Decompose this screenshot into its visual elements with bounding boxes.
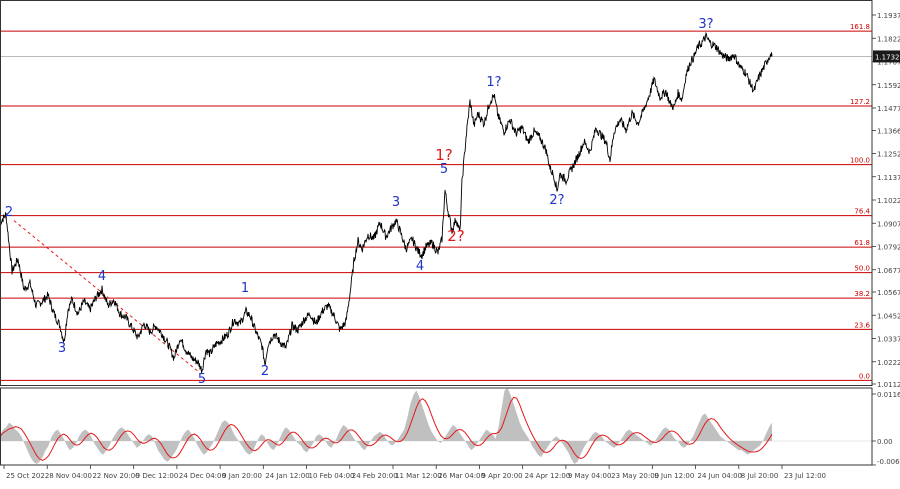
y-tick-label-6: 1.1252 xyxy=(877,151,900,159)
y-tick-label-4: 1.1477 xyxy=(877,105,900,113)
x-tick-label-9: 11 Mar 12:00 xyxy=(395,472,442,480)
x-tick-label-10: 26 Mar 04:00 xyxy=(438,472,485,480)
price-line xyxy=(0,31,773,374)
current-price-label: 1.1732 xyxy=(875,53,900,61)
x-tick-label-8: 24 Feb 20:00 xyxy=(352,472,398,480)
wave-label-8: 5 xyxy=(440,162,448,177)
x-tick-label-4: 24 Dec 04:00 xyxy=(179,472,226,480)
y-tick-label-12: 1.0567 xyxy=(877,289,900,297)
x-tick-label-5: 9 Jan 20:00 xyxy=(222,472,262,480)
oscillator-panel: 0.01168 0.00 -0.00635 xyxy=(0,388,900,466)
chart-frame xyxy=(0,0,873,466)
osc-tick-label-0: 0.01168 xyxy=(877,391,900,399)
y-tick-label-9: 1.0907 xyxy=(877,220,900,228)
x-tick-label-14: 23 May 20:00 xyxy=(611,472,659,480)
y-tick-label-10: 1.0792 xyxy=(877,244,900,252)
wave-label-10: 2? xyxy=(447,227,465,245)
fib-label-1: 127.2 xyxy=(850,98,870,106)
fib-label-0: 161.8 xyxy=(850,23,870,31)
fib-label-8: 0.0 xyxy=(859,372,870,380)
y-tick-label-7: 1.1137 xyxy=(877,174,900,182)
y-tick-label-15: 1.0222 xyxy=(877,359,900,367)
wave-label-2: 4 xyxy=(98,269,106,284)
y-tick-label-11: 1.0677 xyxy=(877,267,900,275)
y-tick-label-0: 1.1937 xyxy=(877,12,900,20)
wave-label-13: 3? xyxy=(698,17,713,32)
fib-label-3: 76.4 xyxy=(854,208,870,216)
y-tick-label-14: 1.0337 xyxy=(877,336,900,344)
y-tick-label-16: 1.0112 xyxy=(877,381,900,389)
y-tick-label-1: 1.1822 xyxy=(877,35,900,43)
x-tick-label-3: 9 Dec 12:00 xyxy=(136,472,179,480)
fib-label-5: 50.0 xyxy=(854,265,870,273)
x-tick-label-2: 22 Nov 20:00 xyxy=(92,472,139,480)
fib-label-4: 61.8 xyxy=(854,239,870,247)
osc-tick-label-2: -0.00635 xyxy=(877,458,900,466)
fib-label-6: 38.2 xyxy=(854,290,870,298)
time-axis: 25 Oct 2022 8 Nov 04:00 22 Nov 20:009 Dec … xyxy=(3,465,826,480)
fib-label-7: 23.6 xyxy=(854,321,870,329)
x-tick-label-13: 9 May 04:00 xyxy=(568,472,612,480)
trend-line xyxy=(13,220,199,372)
wave-label-12: 2? xyxy=(549,193,564,208)
y-tick-label-3: 1.1592 xyxy=(877,82,900,90)
wave-label-0: 2 xyxy=(5,205,13,220)
osc-signal-line xyxy=(0,396,773,461)
osc-tick-label-1: 0.00 xyxy=(877,438,893,446)
fibonacci-levels: 161.8 127.2 100.0 76.4 61.8 50.0 38.2 23.6 0.0 xyxy=(0,23,872,381)
x-tick-label-7: 10 Feb 04:00 xyxy=(309,472,355,480)
wave-label-9: 1? xyxy=(435,146,453,164)
osc-histogram xyxy=(0,388,772,464)
x-tick-label-18: 23 Jul 12:00 xyxy=(784,472,826,480)
x-tick-label-11: 9 Apr 20:00 xyxy=(481,472,522,480)
trend-dashed-line xyxy=(13,220,199,372)
x-tick-label-16: 24 Jun 04:00 xyxy=(698,472,742,480)
wave-label-5: 2 xyxy=(261,364,269,379)
x-tick-label-1: 8 Nov 04:00 xyxy=(49,472,92,480)
y-tick-label-13: 1.0452 xyxy=(877,312,900,320)
wave-label-1: 3 xyxy=(58,341,66,356)
osc-panel-frame xyxy=(0,387,873,466)
x-tick-label-15: 9 Jun 12:00 xyxy=(654,472,694,480)
x-tick-label-17: 8 Jul 20:00 xyxy=(741,472,779,480)
x-tick-label-12: 24 Apr 12:00 xyxy=(525,472,571,480)
y-tick-label-8: 1.1022 xyxy=(877,197,900,205)
wave-label-6: 3 xyxy=(392,195,400,210)
wave-label-4: 1 xyxy=(241,281,249,296)
x-tick-label-0: 25 Oct 2022 xyxy=(6,472,49,480)
fib-label-2: 100.0 xyxy=(850,157,870,165)
wave-label-7: 4 xyxy=(416,259,424,274)
y-tick-label-2: 1.1707 xyxy=(877,59,900,67)
main-panel-frame xyxy=(0,0,873,386)
wave-label-11: 1? xyxy=(486,75,501,90)
price-axis: 1.1937 1.1822 1.1707 1.1592 1.1477 1.1366 1.12… xyxy=(872,12,900,389)
x-tick-label-6: 24 Jan 12:00 xyxy=(265,472,309,480)
current-price-badge xyxy=(873,50,900,63)
y-tick-label-5: 1.1366 xyxy=(877,127,900,135)
price-series xyxy=(0,31,773,374)
wave-label-3: 5 xyxy=(198,372,206,387)
